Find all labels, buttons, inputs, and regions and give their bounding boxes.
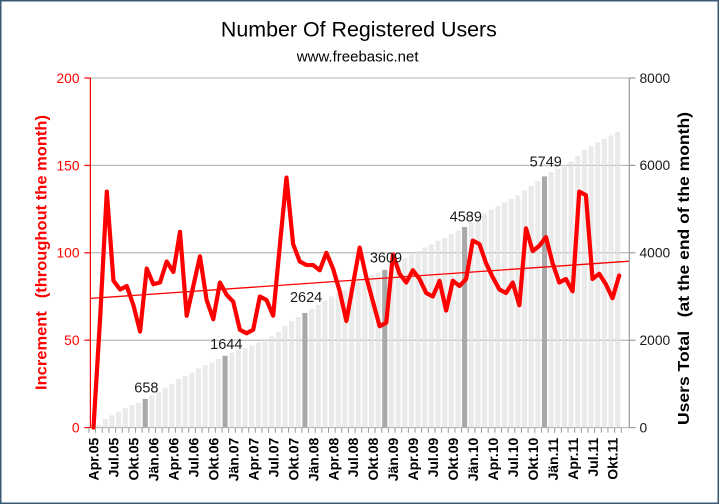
svg-text:Increment (throughout the mon: Increment (throughout the month) <box>34 115 51 390</box>
svg-text:150: 150 <box>56 158 79 173</box>
svg-text:1644: 1644 <box>210 337 242 353</box>
svg-text:Jän.11: Jän.11 <box>545 438 561 481</box>
svg-text:3609: 3609 <box>370 251 402 267</box>
svg-text:Jul.09: Jul.09 <box>425 437 441 477</box>
svg-text:4000: 4000 <box>640 246 671 261</box>
svg-text:Apr.06: Apr.06 <box>166 437 182 480</box>
svg-text:Okt.07: Okt.07 <box>285 437 301 480</box>
svg-text:658: 658 <box>134 381 158 397</box>
svg-text:Jän.09: Jän.09 <box>385 437 401 481</box>
svg-text:Jän.10: Jän.10 <box>465 437 481 481</box>
svg-text:Apr.08: Apr.08 <box>325 437 341 480</box>
svg-text:4589: 4589 <box>450 210 482 226</box>
svg-text:Jän.06: Jän.06 <box>146 437 162 481</box>
svg-text:Jän.08: Jän.08 <box>305 437 321 481</box>
svg-text:Apr.05: Apr.05 <box>86 437 102 480</box>
svg-text:Jul.11: Jul.11 <box>585 437 601 476</box>
svg-text:6000: 6000 <box>640 158 671 173</box>
svg-text:0: 0 <box>72 421 80 436</box>
svg-text:Apr.11: Apr.11 <box>565 437 581 479</box>
svg-text:100: 100 <box>56 246 79 261</box>
svg-text:8000: 8000 <box>640 71 671 86</box>
svg-text:Jän.07: Jän.07 <box>225 437 241 481</box>
svg-text:Jul.07: Jul.07 <box>265 437 281 477</box>
svg-text:2624: 2624 <box>290 290 322 306</box>
svg-text:Users Total (at the end of th: Users Total (at the end of the month) <box>676 112 693 425</box>
svg-text:200: 200 <box>56 71 79 86</box>
svg-text:www.freebasic.net: www.freebasic.net <box>296 48 420 65</box>
svg-text:Okt.10: Okt.10 <box>525 437 541 480</box>
svg-text:Okt.11: Okt.11 <box>605 437 621 479</box>
svg-text:Jul.05: Jul.05 <box>106 437 122 477</box>
svg-text:Jul.06: Jul.06 <box>186 437 202 477</box>
svg-text:Number Of Registered Users: Number Of Registered Users <box>221 18 497 42</box>
svg-text:Jul.10: Jul.10 <box>505 437 521 477</box>
svg-text:Okt.05: Okt.05 <box>126 437 142 480</box>
svg-text:Apr.07: Apr.07 <box>245 437 261 480</box>
svg-text:2000: 2000 <box>640 333 671 348</box>
svg-text:Okt.09: Okt.09 <box>445 437 461 480</box>
svg-text:Okt.06: Okt.06 <box>205 437 221 480</box>
svg-text:Jul.08: Jul.08 <box>345 437 361 477</box>
svg-text:Apr.10: Apr.10 <box>485 437 501 480</box>
svg-text:5749: 5749 <box>530 155 562 171</box>
svg-text:Okt.08: Okt.08 <box>365 437 381 480</box>
svg-text:0: 0 <box>640 420 648 435</box>
svg-text:Apr.09: Apr.09 <box>405 437 421 480</box>
svg-text:50: 50 <box>64 333 80 348</box>
